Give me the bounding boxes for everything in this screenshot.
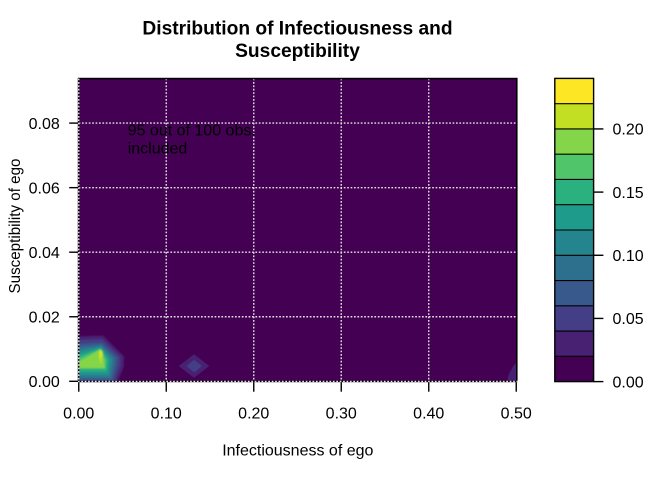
svg-text:0.00: 0.00 — [29, 374, 60, 391]
svg-text:0.10: 0.10 — [151, 405, 182, 422]
svg-text:Susceptibility of ego: Susceptibility of ego — [7, 158, 24, 293]
svg-text:0.50: 0.50 — [501, 405, 532, 422]
svg-text:Susceptibility: Susceptibility — [235, 41, 360, 62]
svg-text:0.08: 0.08 — [29, 116, 60, 133]
svg-text:0.10: 0.10 — [613, 248, 644, 265]
svg-text:0.00: 0.00 — [63, 405, 94, 422]
svg-text:0.00: 0.00 — [613, 374, 644, 391]
svg-text:95 out of 100 obs.: 95 out of 100 obs. — [128, 122, 256, 139]
svg-text:0.40: 0.40 — [413, 405, 444, 422]
svg-text:Infectiousness of ego: Infectiousness of ego — [222, 443, 373, 460]
svg-text:0.04: 0.04 — [29, 245, 60, 262]
svg-text:0.05: 0.05 — [613, 311, 644, 328]
svg-text:0.30: 0.30 — [326, 405, 357, 422]
svg-text:included: included — [128, 141, 188, 158]
svg-text:0.20: 0.20 — [613, 122, 644, 139]
svg-text:Distribution of Infectiousness: Distribution of Infectiousness and — [142, 19, 452, 40]
svg-text:0.15: 0.15 — [613, 185, 644, 202]
svg-text:0.20: 0.20 — [238, 405, 269, 422]
svg-text:0.02: 0.02 — [29, 309, 60, 326]
svg-text:0.06: 0.06 — [29, 180, 60, 197]
